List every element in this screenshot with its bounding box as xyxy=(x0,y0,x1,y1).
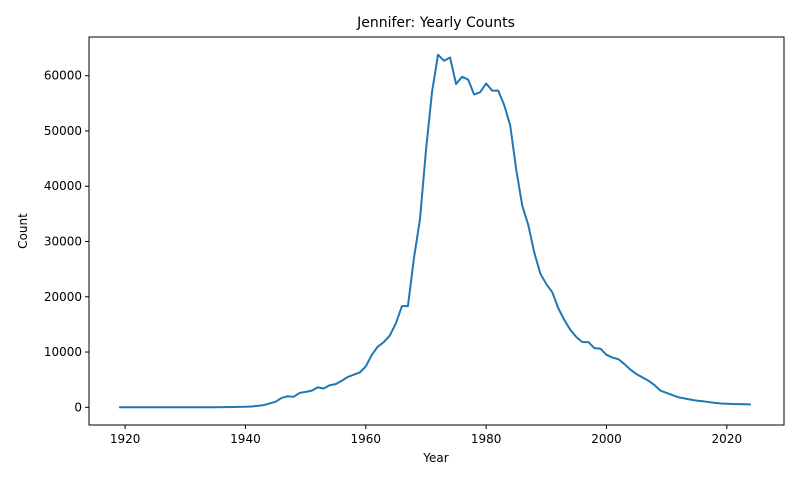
y-axis: 0 10000 20000 30000 40000 50000 60000 xyxy=(44,69,89,414)
plot-area: 1920 1940 1960 1980 2000 2020 0 10000 20000 3000… xyxy=(44,36,785,446)
x-tick-label: 1940 xyxy=(230,432,261,446)
y-tick-label: 20000 xyxy=(44,290,82,304)
plot-frame xyxy=(88,36,785,426)
y-tick-label: 60000 xyxy=(44,69,82,83)
x-tick-label: 1980 xyxy=(471,432,502,446)
y-tick-label: 30000 xyxy=(44,235,82,249)
x-axis: 1920 1940 1960 1980 2000 2020 xyxy=(110,425,742,446)
y-tick-label: 50000 xyxy=(44,124,82,138)
y-tick-label: 40000 xyxy=(44,179,82,193)
x-tick-label: 2020 xyxy=(712,432,743,446)
chart-title: Jennifer: Yearly Counts xyxy=(356,15,515,31)
x-tick-label: 2000 xyxy=(591,432,622,446)
x-axis-label: Year xyxy=(422,451,448,465)
y-tick-label: 10000 xyxy=(44,345,82,359)
series-line-jennifer xyxy=(119,53,751,409)
y-axis-label: Count xyxy=(16,213,30,249)
y-tick-label: 0 xyxy=(74,400,82,414)
x-tick-label: 1960 xyxy=(351,432,382,446)
x-tick-label: 1920 xyxy=(110,432,141,446)
